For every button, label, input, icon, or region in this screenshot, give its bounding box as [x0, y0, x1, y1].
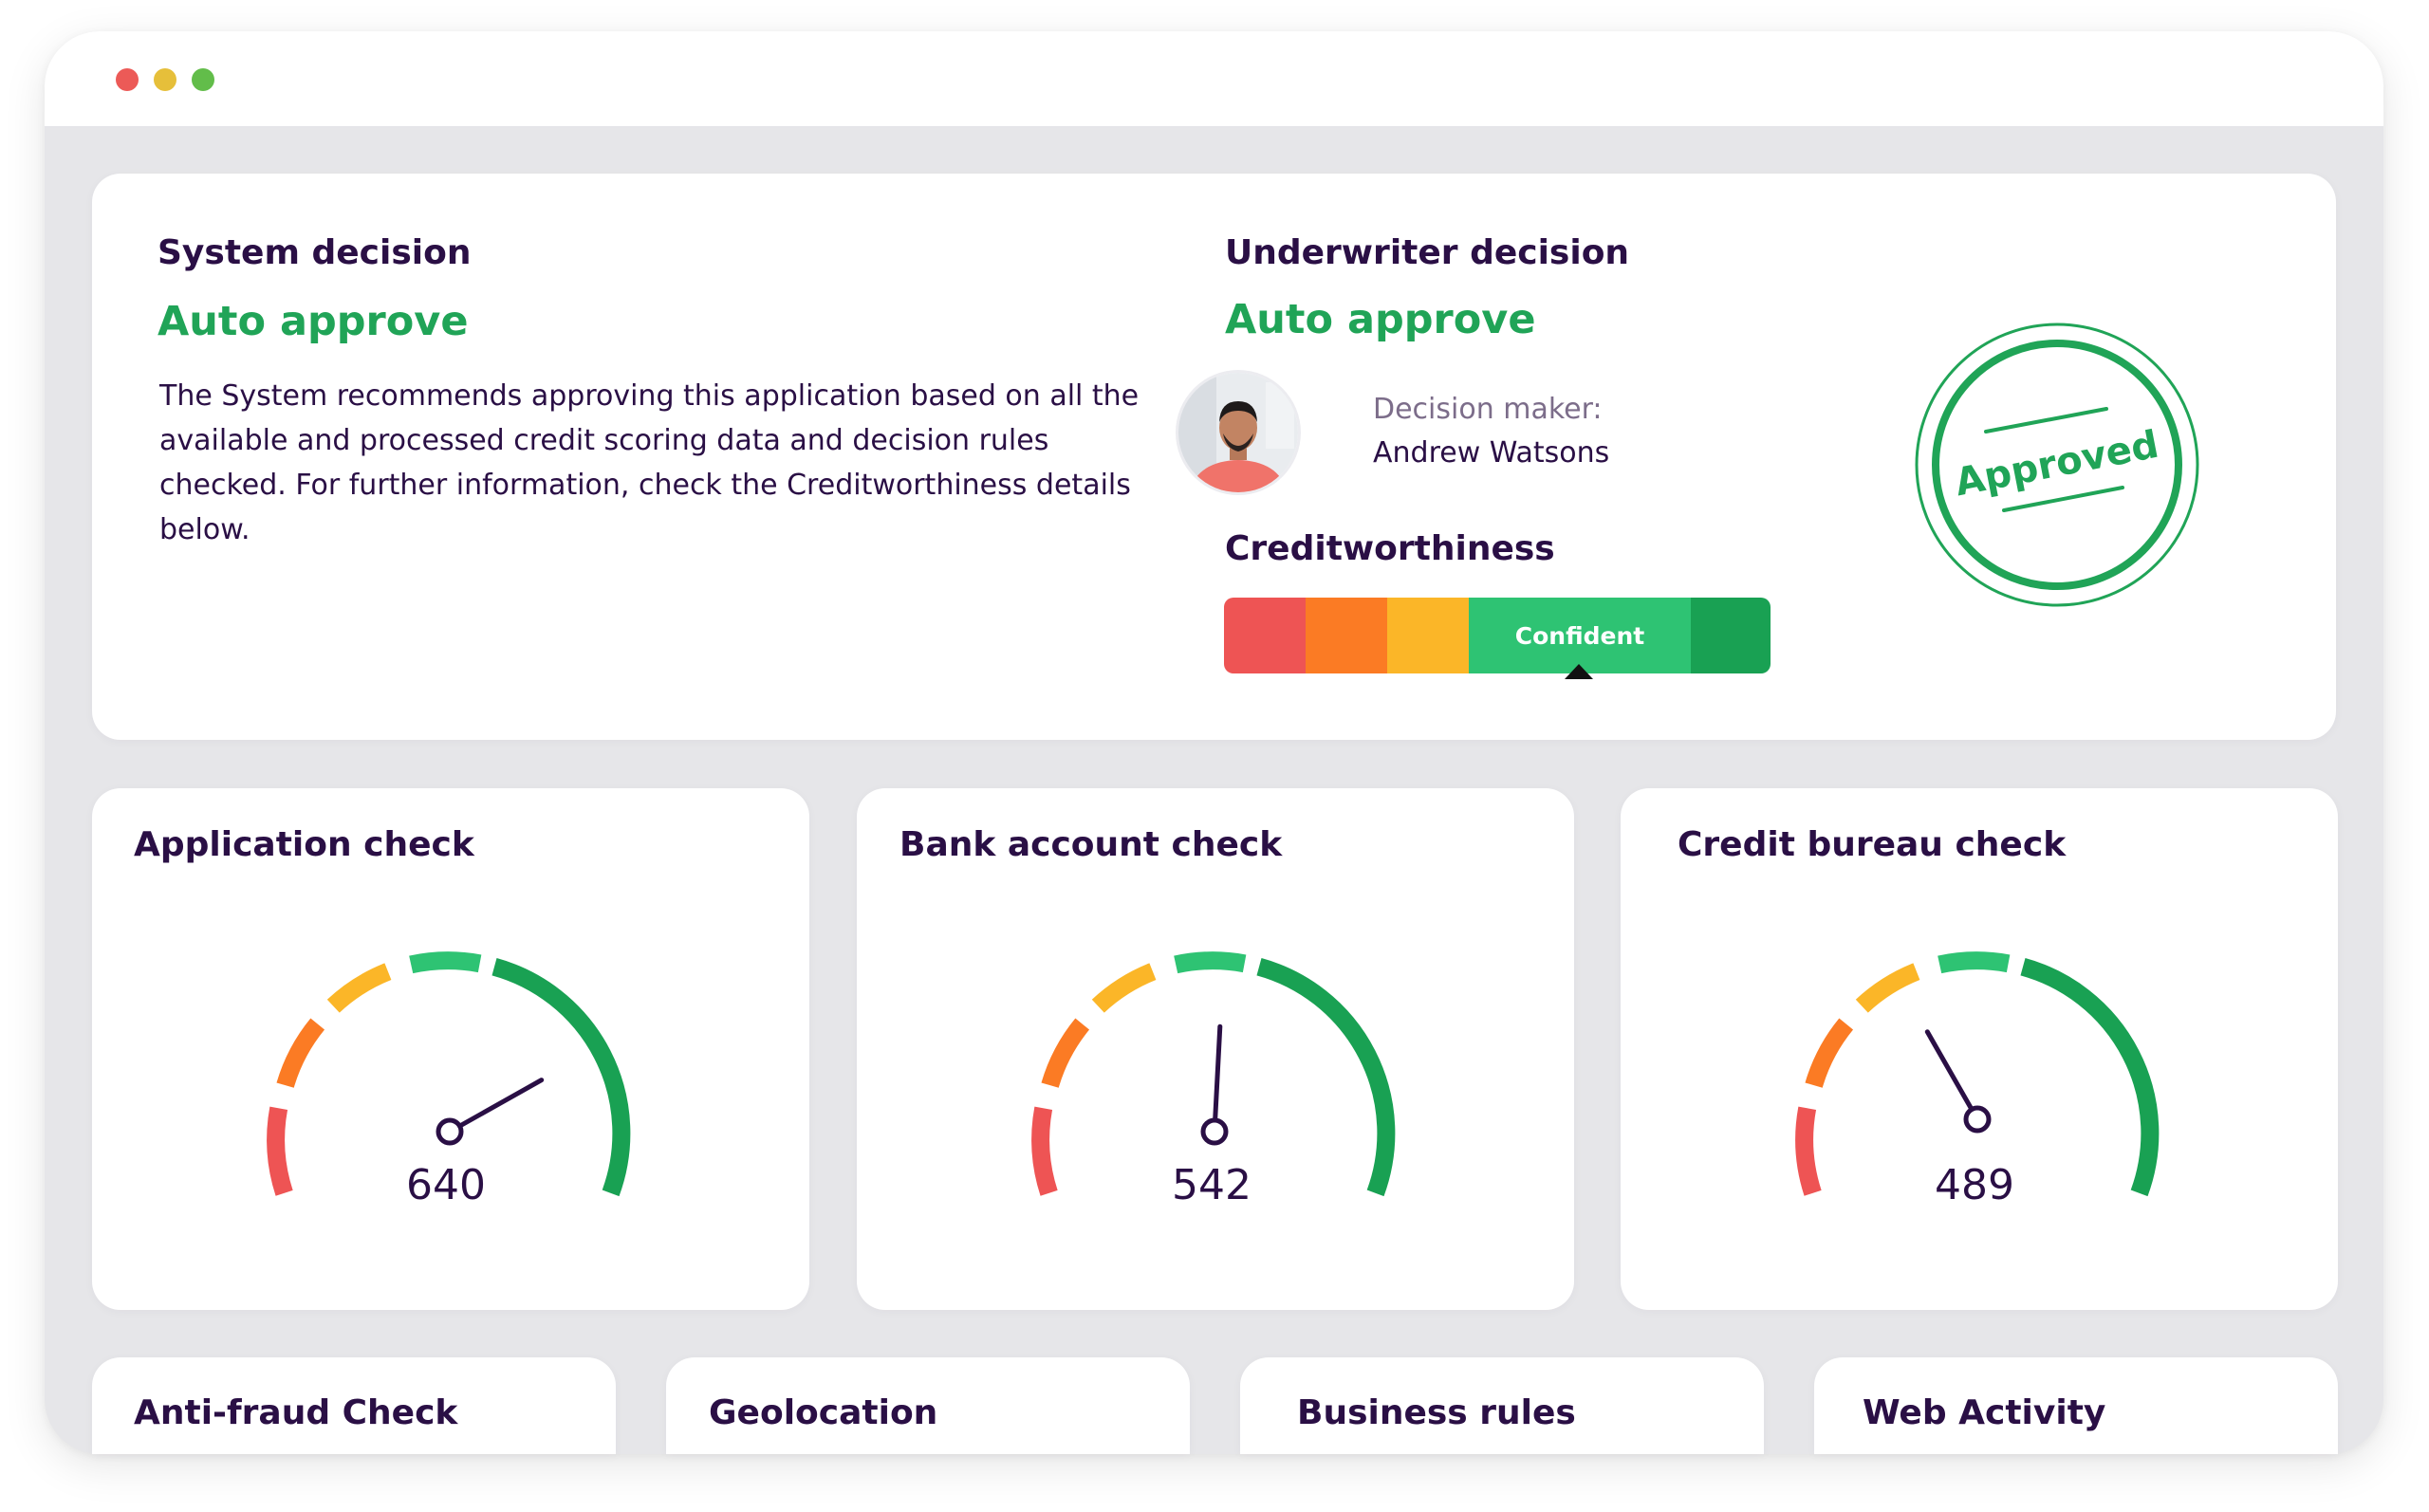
- approved-stamp: Approved: [1915, 323, 2199, 607]
- credit-bureau-check-title: Credit bureau check: [1678, 825, 2067, 864]
- bank-account-check-gauge: [1031, 951, 1396, 1197]
- credit-bureau-check-score: 489: [1935, 1161, 2014, 1209]
- creditworthiness-selected-label: Confident: [1514, 621, 1645, 650]
- creditworthiness-heading: Creditworthiness: [1225, 529, 1555, 568]
- creditworthiness-segment-very-high: [1691, 598, 1771, 673]
- credit-bureau-check-gauge: [1795, 951, 2160, 1197]
- business-rules-card[interactable]: [1240, 1357, 1764, 1454]
- window-titlebar: [45, 31, 2383, 127]
- credit-bureau-check-card[interactable]: [1621, 788, 2338, 1310]
- creditworthiness-segment-low: [1306, 598, 1387, 673]
- bank-account-check-card[interactable]: [857, 788, 1574, 1310]
- creditworthiness-pointer-icon: [1565, 664, 1593, 679]
- underwriter-decision-status: Auto approve: [1225, 296, 1536, 343]
- decision-maker-avatar[interactable]: [1178, 373, 1298, 492]
- system-decision-status: Auto approve: [158, 298, 469, 345]
- minimize-window-button[interactable]: [154, 68, 176, 91]
- anti-fraud-check-title: Anti-fraud Check: [134, 1393, 458, 1432]
- bank-account-check-title: Bank account check: [899, 825, 1283, 864]
- decision-maker-name: Andrew Watsons: [1373, 436, 1610, 470]
- application-check-card[interactable]: [92, 788, 809, 1310]
- creditworthiness-segment-confident: Confident: [1469, 598, 1691, 673]
- anti-fraud-check-card[interactable]: [92, 1357, 616, 1454]
- maximize-window-button[interactable]: [192, 68, 214, 91]
- creditworthiness-segment-medium: [1387, 598, 1469, 673]
- system-decision-heading: System decision: [158, 233, 472, 272]
- creditworthiness-bar: Confident: [1224, 598, 1771, 673]
- geolocation-title: Geolocation: [709, 1393, 938, 1432]
- decision-maker-label: Decision maker:: [1373, 393, 1603, 426]
- approved-stamp-text: Approved: [1952, 423, 2162, 506]
- web-activity-title: Web Activity: [1863, 1393, 2106, 1432]
- close-window-button[interactable]: [116, 68, 139, 91]
- geolocation-card[interactable]: [666, 1357, 1190, 1454]
- system-decision-description: The System recommends approving this app…: [159, 379, 1140, 546]
- application-check-score: 640: [406, 1161, 486, 1209]
- business-rules-title: Business rules: [1297, 1393, 1576, 1432]
- application-check-title: Application check: [134, 825, 474, 864]
- application-check-gauge: [267, 951, 631, 1197]
- person-avatar-icon: [1178, 373, 1298, 492]
- creditworthiness-segment-very-low: [1224, 598, 1306, 673]
- underwriter-decision-heading: Underwriter decision: [1225, 233, 1630, 272]
- bank-account-check-score: 542: [1172, 1161, 1252, 1209]
- web-activity-card[interactable]: [1814, 1357, 2338, 1454]
